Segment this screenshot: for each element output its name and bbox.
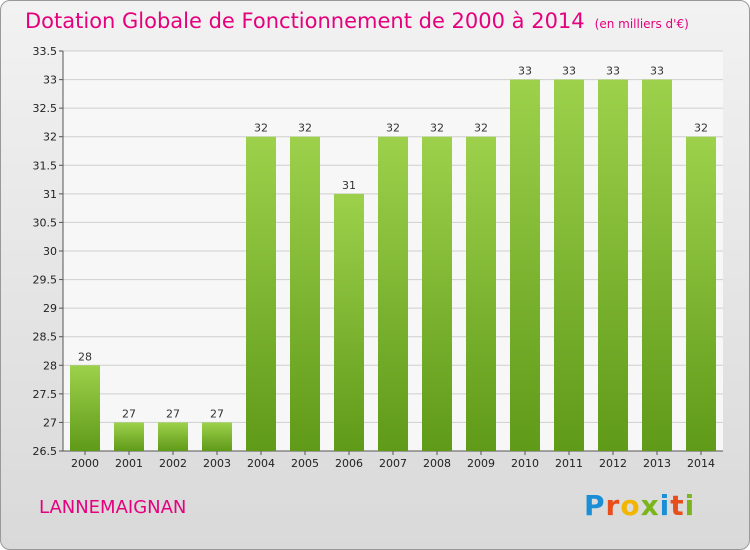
bar-value-label: 33 — [562, 65, 576, 78]
bar-2014 — [686, 136, 716, 451]
bar-value-label: 27 — [166, 407, 180, 420]
logo-letter: r — [605, 489, 621, 522]
bar-2009 — [466, 136, 496, 451]
bar-value-label: 32 — [430, 122, 444, 135]
y-tick-label: 32 — [43, 131, 57, 144]
y-tick-label: 26.5 — [33, 445, 58, 458]
logo-letter: t — [670, 489, 685, 522]
x-tick-label: 2000 — [71, 457, 99, 470]
bar-value-label: 32 — [474, 122, 488, 135]
y-tick-label: 31.5 — [33, 159, 58, 172]
x-tick-label: 2007 — [379, 457, 407, 470]
logo-letter: o — [620, 489, 641, 522]
x-tick-label: 2001 — [115, 457, 143, 470]
bar-2010 — [510, 79, 540, 452]
x-tick-label: 2011 — [555, 457, 583, 470]
x-tick-label: 2008 — [423, 457, 451, 470]
y-tick-label: 29 — [43, 302, 57, 315]
x-tick-label: 2012 — [599, 457, 627, 470]
y-tick-label: 28.5 — [33, 331, 58, 344]
bar-2008 — [422, 136, 452, 451]
bar-2012 — [598, 79, 628, 452]
bar-value-label: 27 — [122, 407, 136, 420]
x-tick-label: 2010 — [511, 457, 539, 470]
logo-letter: P — [584, 489, 606, 522]
bar-2006 — [334, 193, 364, 451]
y-tick-label: 30.5 — [33, 216, 58, 229]
x-tick-label: 2004 — [247, 457, 275, 470]
logo-letter: x — [640, 489, 660, 522]
y-tick-label: 28 — [43, 359, 57, 372]
bar-2007 — [378, 136, 408, 451]
bar-2011 — [554, 79, 584, 452]
x-tick-label: 2005 — [291, 457, 319, 470]
y-tick-label: 30 — [43, 245, 57, 258]
y-tick-label: 33 — [43, 74, 57, 87]
bar-value-label: 32 — [386, 122, 400, 135]
commune-name: LANNEMAIGNAN — [39, 497, 187, 518]
proxiti-logo: Proxiti — [584, 489, 695, 522]
x-tick-label: 2009 — [467, 457, 495, 470]
bar-2003 — [202, 422, 232, 451]
x-tick-label: 2014 — [687, 457, 715, 470]
bar-2000 — [70, 365, 100, 451]
bar-value-label: 32 — [694, 122, 708, 135]
bar-value-label: 33 — [650, 65, 664, 78]
x-tick-label: 2013 — [643, 457, 671, 470]
bar-value-label: 27 — [210, 407, 224, 420]
y-tick-label: 31 — [43, 188, 57, 201]
bar-2001 — [114, 422, 144, 451]
y-tick-label: 29.5 — [33, 274, 58, 287]
logo-letter: i — [684, 489, 696, 522]
logo-letter: i — [659, 489, 671, 522]
x-tick-label: 2003 — [203, 457, 231, 470]
bar-value-label: 33 — [518, 65, 532, 78]
bar-2013 — [642, 79, 672, 452]
bar-value-label: 32 — [254, 122, 268, 135]
bar-value-label: 33 — [606, 65, 620, 78]
bar-2002 — [158, 422, 188, 451]
bar-2004 — [246, 136, 276, 451]
x-tick-label: 2002 — [159, 457, 187, 470]
y-tick-label: 33.5 — [33, 45, 58, 58]
bar-2005 — [290, 136, 320, 451]
x-tick-label: 2006 — [335, 457, 363, 470]
y-tick-label: 27.5 — [33, 388, 58, 401]
y-tick-label: 27 — [43, 416, 57, 429]
chart-title: Dotation Globale de Fonctionnement de 20… — [25, 9, 689, 33]
bar-value-label: 31 — [342, 179, 356, 192]
bar-value-label: 32 — [298, 122, 312, 135]
y-tick-label: 32.5 — [33, 102, 58, 115]
bar-value-label: 28 — [78, 350, 92, 363]
chart-title-text: Dotation Globale de Fonctionnement de 20… — [25, 9, 585, 33]
chart-subtitle: (en milliers d'€) — [594, 17, 689, 31]
